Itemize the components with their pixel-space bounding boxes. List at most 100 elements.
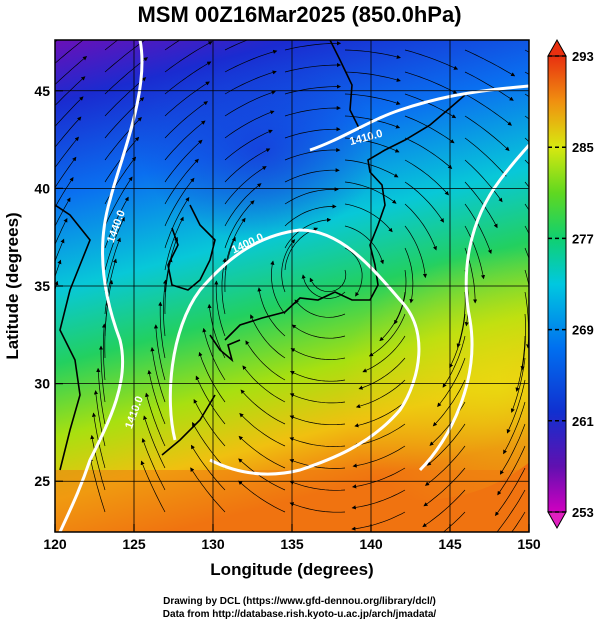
streamline bbox=[284, 84, 341, 95]
streamline bbox=[162, 279, 168, 337]
streamline bbox=[422, 489, 466, 528]
streamline bbox=[195, 375, 226, 425]
streamline bbox=[242, 365, 286, 403]
streamline bbox=[289, 393, 346, 404]
streamline bbox=[289, 459, 346, 469]
x-tick-label: 145 bbox=[438, 536, 462, 552]
streamline bbox=[104, 301, 110, 359]
streamline bbox=[214, 280, 226, 337]
streamline bbox=[404, 181, 444, 223]
streamline bbox=[290, 348, 346, 360]
streamline bbox=[164, 197, 190, 249]
x-tick-label: 130 bbox=[201, 536, 225, 552]
coastlines bbox=[55, 40, 466, 471]
streamline bbox=[104, 57, 148, 95]
streamline bbox=[281, 239, 296, 293]
streamline bbox=[284, 105, 341, 117]
coastline-kyushu bbox=[209, 334, 241, 363]
streamline bbox=[164, 158, 199, 205]
streamline bbox=[238, 458, 286, 491]
colorbar-top-arrow bbox=[547, 38, 567, 57]
streamline bbox=[164, 40, 181, 51]
streamline bbox=[497, 445, 526, 496]
streamline bbox=[351, 511, 406, 531]
streamline bbox=[464, 203, 492, 255]
streamline bbox=[101, 323, 107, 381]
streamline bbox=[147, 369, 166, 425]
streamline bbox=[503, 401, 526, 455]
streamline bbox=[207, 303, 226, 359]
streamline bbox=[520, 313, 526, 371]
streamline bbox=[224, 70, 277, 95]
streamline bbox=[506, 379, 526, 434]
colorbar-tick-label: 285 bbox=[572, 140, 594, 155]
streamline bbox=[496, 489, 526, 532]
streamline bbox=[55, 156, 77, 189]
streamline bbox=[352, 467, 406, 489]
streamline bbox=[353, 423, 406, 448]
streamline bbox=[432, 379, 466, 427]
streamline bbox=[284, 147, 341, 161]
streamline bbox=[404, 49, 459, 70]
streamline bbox=[344, 181, 397, 204]
streamline bbox=[45, 346, 49, 402]
streamline bbox=[404, 93, 457, 119]
streamline bbox=[404, 115, 455, 144]
streamline bbox=[239, 413, 286, 447]
streamline bbox=[289, 415, 346, 426]
streamline bbox=[55, 76, 86, 107]
streamline bbox=[284, 187, 339, 205]
streamline bbox=[238, 435, 286, 469]
streamline bbox=[104, 77, 147, 117]
streamline bbox=[238, 480, 286, 513]
streamline bbox=[55, 197, 71, 228]
streamline bbox=[164, 61, 212, 95]
streamline bbox=[198, 351, 226, 403]
coastline-sakhalin bbox=[329, 40, 361, 131]
streamline bbox=[289, 437, 346, 447]
x-axis-ticks: 120 125 130 135 140 145 150 bbox=[43, 524, 541, 552]
streamline bbox=[190, 467, 226, 513]
streamline bbox=[45, 324, 51, 380]
streamline bbox=[193, 398, 226, 447]
streamline bbox=[289, 480, 346, 491]
streamline bbox=[240, 389, 286, 425]
contour-line-3 bbox=[309, 84, 529, 152]
streamline bbox=[224, 40, 249, 51]
streamline bbox=[224, 148, 271, 183]
credit-data-source: Data from http://database.rish.kyoto-u.a… bbox=[162, 609, 437, 620]
streamline bbox=[43, 390, 45, 446]
streamline bbox=[190, 444, 226, 491]
streamline bbox=[250, 314, 286, 359]
streamline bbox=[104, 117, 142, 161]
streamline bbox=[301, 274, 346, 299]
streamline bbox=[289, 502, 346, 513]
streamline bbox=[224, 183, 262, 227]
streamline bbox=[104, 40, 119, 51]
streamline bbox=[524, 269, 529, 288]
streamline bbox=[55, 56, 88, 85]
streamline bbox=[96, 367, 106, 425]
streamline bbox=[104, 176, 133, 227]
streamline bbox=[143, 415, 166, 469]
streamline bbox=[464, 49, 516, 77]
colorbar-tick-label: 261 bbox=[572, 414, 594, 429]
streamline bbox=[294, 299, 346, 318]
streamline bbox=[358, 357, 406, 390]
coastline-ryukyu bbox=[161, 394, 216, 456]
streamline bbox=[404, 225, 428, 279]
streamline bbox=[464, 137, 507, 177]
streamline bbox=[164, 139, 203, 183]
y-axis-ticks: 25 30 35 40 45 bbox=[34, 83, 63, 489]
streamline bbox=[464, 71, 514, 101]
colorbar-tick-label: 269 bbox=[572, 323, 594, 338]
streamline bbox=[442, 511, 466, 532]
streamline bbox=[351, 489, 406, 510]
x-tick-label: 120 bbox=[43, 536, 67, 552]
streamline bbox=[224, 129, 273, 161]
wind-streamlines bbox=[43, 40, 529, 532]
height-contours bbox=[58, 40, 529, 532]
streamline bbox=[164, 101, 208, 139]
streamline bbox=[245, 340, 286, 381]
